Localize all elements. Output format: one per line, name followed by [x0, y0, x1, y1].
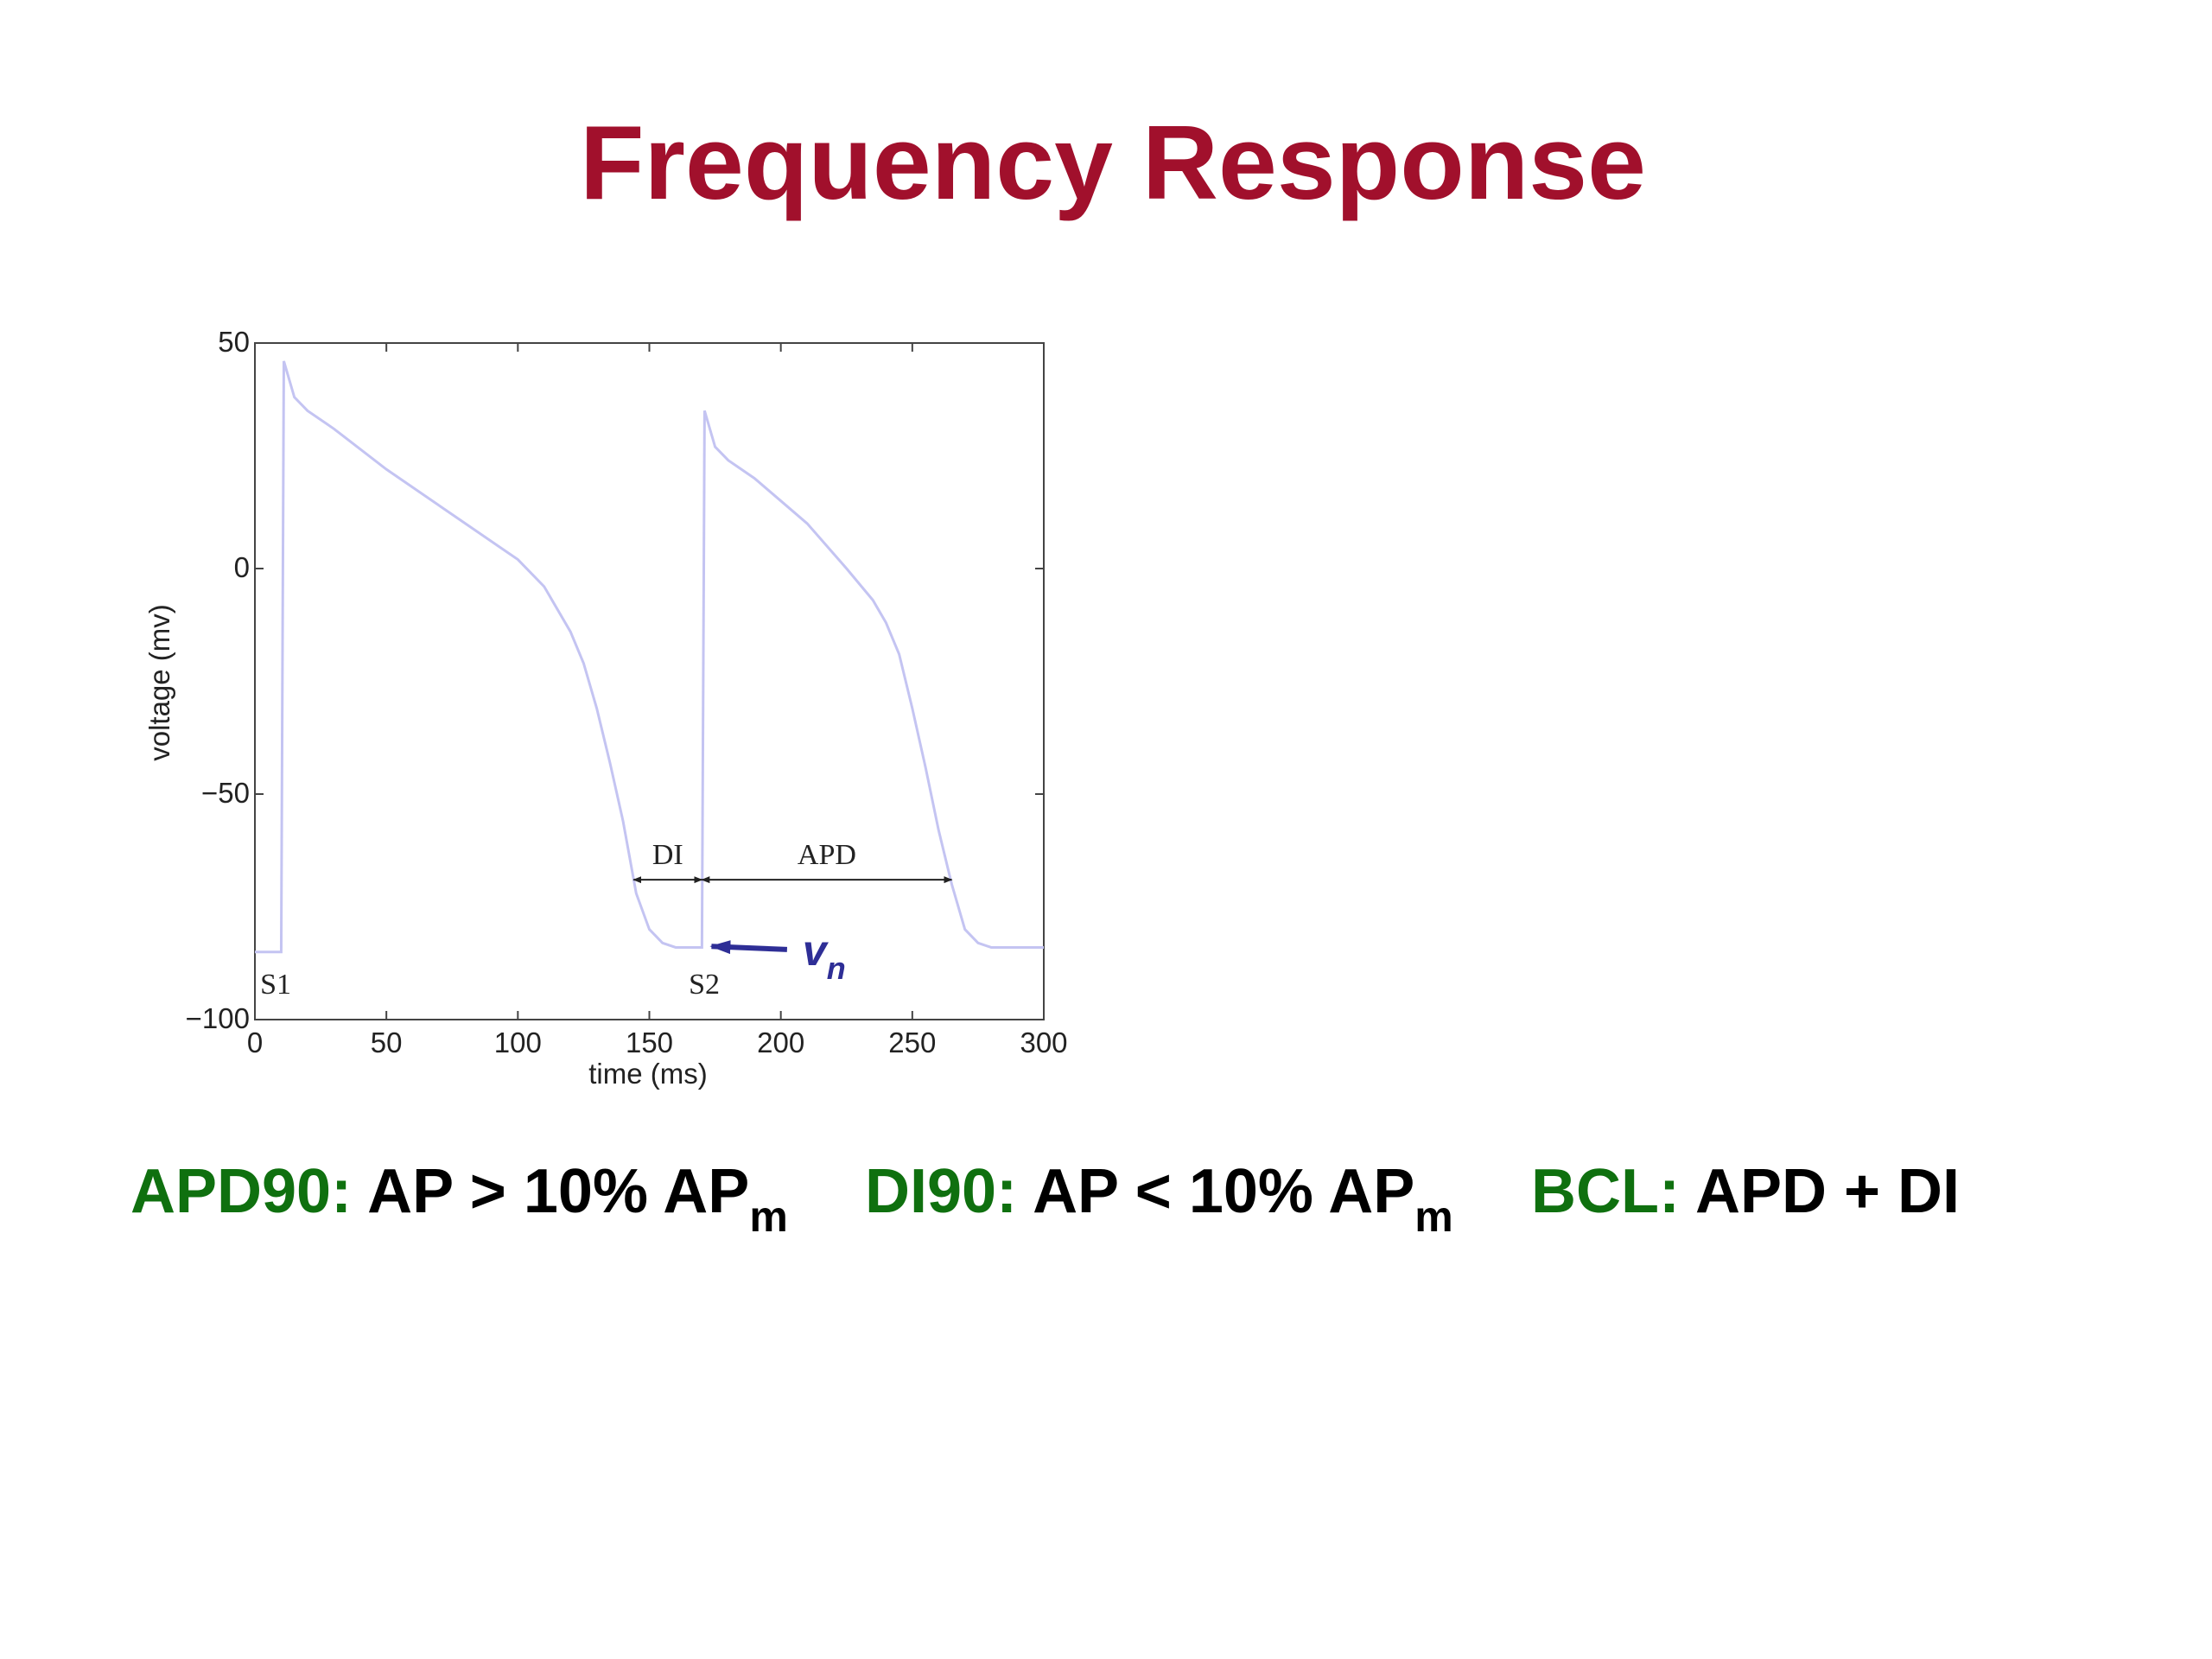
marker-sub: n	[827, 950, 846, 986]
formula-label: APD90:	[130, 1157, 352, 1226]
marker-text: v	[803, 926, 830, 975]
x-tick-label: 250	[888, 1027, 936, 1058]
formula: APD90: AP > 10% APm	[130, 1157, 788, 1241]
marker-arrow	[709, 940, 788, 955]
y-axis-label: voltage (mv)	[143, 604, 175, 761]
formula-sub: m	[749, 1192, 787, 1241]
x-tick-label: 200	[757, 1027, 804, 1058]
y-tick-label: 0	[234, 551, 250, 583]
formula-label: BCL:	[1531, 1157, 1680, 1226]
x-tick-label: 50	[371, 1027, 403, 1058]
x-tick-label: 300	[1020, 1027, 1067, 1058]
y-tick-label: −50	[201, 777, 250, 809]
span-label: DI	[652, 839, 683, 871]
formula: BCL: APD + DI	[1531, 1157, 1960, 1226]
x-tick-label: 150	[626, 1027, 673, 1058]
slide-title: Frequency Response	[580, 104, 1646, 221]
annotation: S2	[689, 969, 720, 1001]
span-label: APD	[798, 839, 856, 871]
formula: DI90: AP < 10% APm	[865, 1157, 1453, 1241]
formula-sub: m	[1414, 1192, 1452, 1241]
x-axis-label: time (ms)	[588, 1058, 707, 1090]
formula-text: AP < 10% AP	[1033, 1157, 1414, 1226]
data-line	[255, 360, 1044, 954]
plot-frame	[254, 342, 1045, 1020]
formula-text: APD + DI	[1695, 1157, 1960, 1226]
formula-text: AP > 10% AP	[367, 1157, 749, 1226]
marker-label: vn	[803, 926, 846, 986]
y-tick-label: 50	[218, 326, 250, 358]
formula-label: DI90:	[865, 1157, 1017, 1226]
x-tick-label: 100	[494, 1027, 542, 1058]
x-tick-label: 0	[247, 1027, 263, 1058]
annotation: S1	[260, 969, 291, 1001]
y-tick-label: −100	[186, 1002, 250, 1034]
